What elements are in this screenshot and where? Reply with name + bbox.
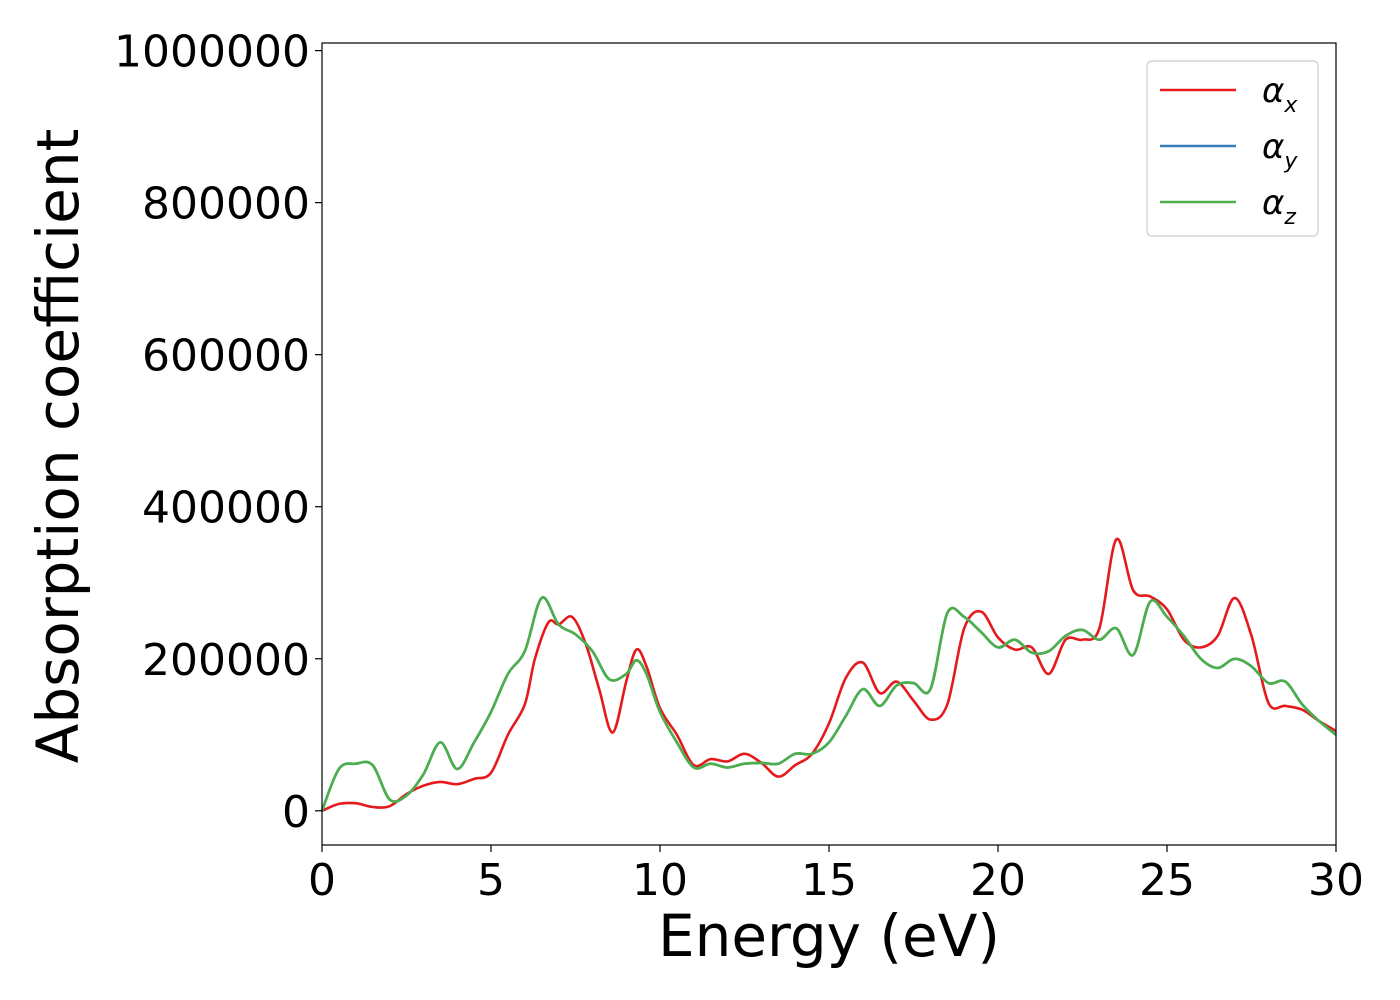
x-tick-label: 15 — [801, 855, 857, 906]
y-tick-label: 600000 — [142, 331, 310, 382]
x-tick-label: 20 — [970, 855, 1026, 906]
x-tick-label: 5 — [477, 855, 505, 906]
y-axis: 0 200000 400000 600000 800000 1000000 — [114, 27, 322, 838]
x-tick-label: 10 — [632, 855, 688, 906]
legend: αx αy αz — [1146, 60, 1319, 237]
x-tick-label: 0 — [308, 855, 336, 906]
series-line-x — [321, 537, 1337, 813]
x-axis-label: Energy (eV) — [658, 902, 1000, 970]
y-tick-label: 0 — [282, 787, 310, 838]
y-tick-label: 200000 — [142, 635, 310, 686]
series-line-z — [320, 596, 1337, 812]
series-layer — [320, 537, 1337, 813]
legend-label-z: αz — [1262, 183, 1296, 230]
y-tick-label: 400000 — [142, 483, 310, 534]
legend-label-y: αy — [1262, 127, 1298, 174]
y-tick-label: 1000000 — [114, 27, 310, 78]
y-tick-label: 800000 — [142, 179, 310, 230]
x-tick-label: 30 — [1308, 855, 1364, 906]
legend-box — [1146, 60, 1319, 237]
x-tick-label: 25 — [1139, 855, 1195, 906]
y-axis-label: Absorption coefficient — [24, 129, 92, 764]
x-axis: 0 5 10 15 20 25 30 — [308, 845, 1364, 906]
legend-label-x: αx — [1262, 71, 1298, 118]
